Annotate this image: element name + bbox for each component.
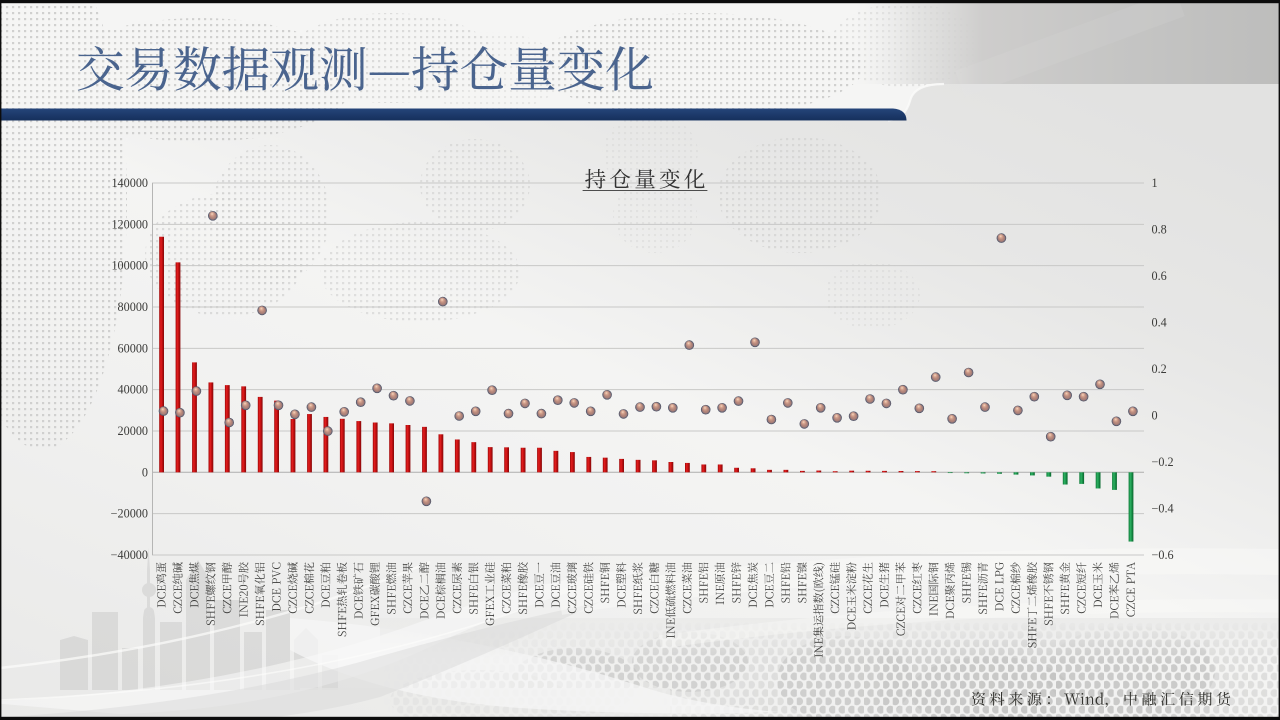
svg-text:−0.6: −0.6: [1152, 548, 1174, 562]
svg-text:0.2: 0.2: [1152, 362, 1167, 376]
svg-text:0.4: 0.4: [1152, 316, 1167, 330]
svg-text:40000: 40000: [118, 383, 148, 397]
svg-text:−40000: −40000: [111, 548, 148, 562]
svg-text:−0.2: −0.2: [1152, 455, 1174, 469]
svg-text:0.6: 0.6: [1152, 269, 1167, 283]
svg-text:0: 0: [1152, 409, 1158, 423]
svg-text:120000: 120000: [111, 217, 148, 231]
svg-text:−20000: −20000: [111, 507, 148, 521]
svg-text:−0.4: −0.4: [1152, 502, 1174, 516]
svg-text:20000: 20000: [118, 424, 148, 438]
svg-text:100000: 100000: [111, 259, 148, 273]
svg-text:0.8: 0.8: [1152, 223, 1167, 237]
svg-text:140000: 140000: [111, 176, 148, 190]
svg-text:1: 1: [1152, 176, 1158, 190]
svg-text:80000: 80000: [118, 300, 148, 314]
svg-text:60000: 60000: [118, 341, 148, 355]
svg-text:0: 0: [142, 465, 148, 479]
